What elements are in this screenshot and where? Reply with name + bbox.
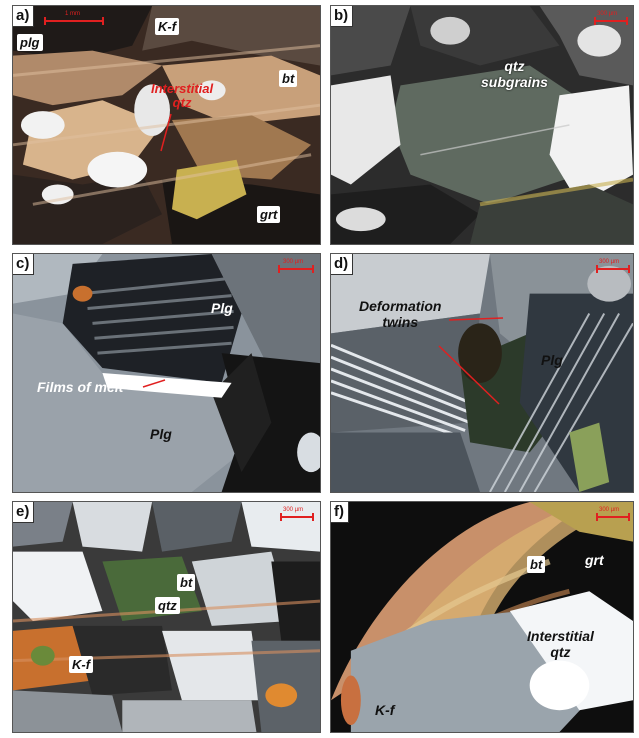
annotation-interstitial-qtz-a: Interstitial qtz — [151, 81, 214, 110]
micrograph-panel-d: d) 300 µm Deformation twins Plg — [330, 253, 634, 493]
micrograph-panel-c: c) 300 µm Plg Films of melt Plg — [12, 253, 321, 493]
panel-label-c: c) — [13, 254, 35, 275]
micrograph-image-b — [331, 6, 633, 244]
scale-text-f: 300 µm — [599, 507, 620, 513]
micrograph-image-f — [331, 502, 633, 732]
scale-text-e: 300 µm — [283, 507, 304, 513]
mineral-label-grt: grt — [257, 206, 281, 223]
annotation-qtz-subgrains: qtz subgrains — [481, 58, 548, 90]
mineral-label-bt: bt — [279, 70, 298, 87]
mineral-label-bt-f: bt — [527, 556, 546, 573]
mineral-label-plg-c2: Plg — [150, 426, 172, 442]
mineral-label-kf-e: K-f — [69, 656, 94, 673]
scale-text-c: 300 µm — [283, 259, 304, 265]
micrograph-image-d — [331, 254, 633, 492]
annotation-pointer-a — [160, 113, 172, 152]
micrograph-panel-e: e) 300 µm bt qtz K-f — [12, 501, 321, 733]
scale-bar-a — [44, 17, 104, 25]
annotation-pointer-c — [142, 379, 166, 388]
annotation-deformation-twins: Deformation twins — [359, 298, 442, 330]
micrograph-panel-a: a) 1 mm plg K-f bt grt Interstitial qtz — [12, 5, 321, 245]
micrograph-image-c — [13, 254, 320, 492]
panel-label-f: f) — [331, 502, 349, 523]
mineral-label-plg-c1: Plg — [211, 300, 233, 316]
panel-label-b: b) — [331, 6, 354, 27]
mineral-label-kf: K-f — [155, 18, 180, 35]
micrograph-panel-b: b) 300 µm qtz subgrains — [330, 5, 634, 245]
scale-bar-b — [594, 17, 628, 25]
mineral-label-grt-f: grt — [585, 552, 604, 568]
panel-label-d: d) — [331, 254, 354, 275]
panel-label-a: a) — [13, 6, 35, 27]
scale-bar-d — [596, 265, 630, 273]
scale-text-d: 300 µm — [599, 259, 620, 265]
annotation-pointers-d — [438, 317, 504, 405]
mineral-label-plg-d: Plg — [541, 352, 563, 368]
annotation-interstitial-qtz-f: Interstitial qtz — [527, 628, 594, 660]
mineral-label-kf-f: K-f — [375, 702, 395, 718]
micrograph-panel-f: f) 300 µm bt grt Interstitial qtz K-f — [330, 501, 634, 733]
micrograph-image-a — [13, 6, 320, 244]
mineral-label-qtz-e: qtz — [155, 597, 180, 614]
mineral-label-plg: plg — [17, 34, 43, 51]
annotation-films-of-melt: Films of melt — [37, 379, 124, 395]
mineral-label-bt-e: bt — [177, 574, 196, 591]
scale-bar-e — [280, 513, 314, 521]
scale-text-b: 300 µm — [597, 11, 618, 17]
scale-text-a: 1 mm — [65, 11, 80, 17]
scale-bar-c — [278, 265, 314, 273]
panel-label-e: e) — [13, 502, 35, 523]
micrograph-image-e — [13, 502, 320, 732]
scale-bar-f — [596, 513, 630, 521]
